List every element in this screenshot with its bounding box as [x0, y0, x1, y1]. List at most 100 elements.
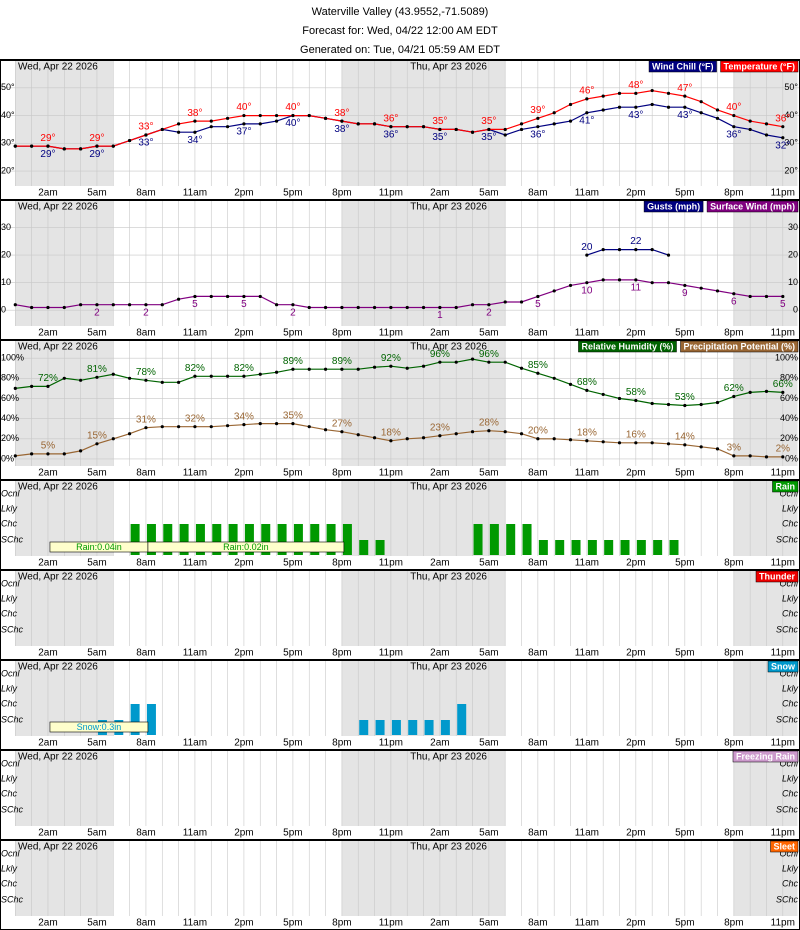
- data-point: [193, 425, 197, 429]
- level-label-right: SChc: [776, 714, 799, 724]
- data-point: [274, 119, 279, 123]
- data-point: [732, 125, 736, 129]
- date-label: Thu, Apr 23 2026: [410, 202, 487, 213]
- value-label: 92%: [381, 353, 401, 364]
- y-tick-label-right: 20: [788, 249, 798, 259]
- value-label: 34°: [187, 135, 202, 146]
- data-point: [454, 360, 458, 364]
- data-point: [258, 113, 262, 118]
- x-tick-label: 8pm: [724, 828, 743, 839]
- data-point: [519, 127, 524, 132]
- bar: [457, 704, 467, 735]
- data-point: [536, 371, 540, 375]
- data-point: [225, 125, 230, 129]
- data-point: [748, 127, 752, 132]
- data-point: [699, 111, 703, 115]
- level-label: Ocnl: [1, 848, 21, 858]
- data-point: [144, 378, 148, 382]
- value-label: 39°: [530, 105, 545, 116]
- x-tick-label: 5pm: [283, 828, 302, 839]
- legend-label: Relative Humidity (%): [581, 341, 673, 351]
- value-label: 81%: [87, 364, 107, 375]
- x-tick-label: 8pm: [724, 918, 743, 929]
- bar: [342, 524, 352, 555]
- x-tick-label: 2pm: [626, 648, 645, 659]
- data-point: [601, 248, 605, 252]
- data-point: [193, 374, 197, 378]
- value-label: 2: [143, 307, 149, 318]
- bar: [669, 540, 679, 555]
- data-point: [601, 108, 605, 112]
- data-point: [193, 119, 197, 123]
- legend-label: Snow: [771, 661, 796, 671]
- level-label: Lkly: [1, 773, 18, 783]
- x-tick-label: 11am: [575, 738, 599, 749]
- value-label: 78%: [136, 367, 156, 378]
- bar: [261, 524, 271, 555]
- level-label-right: Lkly: [782, 503, 799, 513]
- series-line: [586, 249, 669, 256]
- x-tick-label: 5am: [87, 828, 106, 839]
- x-tick-label: 8am: [136, 558, 155, 569]
- y-tick-label: 40%: [1, 413, 19, 423]
- data-point: [46, 452, 50, 456]
- x-tick-label: 8am: [136, 188, 155, 199]
- data-point: [405, 437, 409, 441]
- data-point: [356, 367, 360, 371]
- y-tick-label-right: 30°: [784, 138, 798, 148]
- data-point: [79, 378, 83, 382]
- x-tick-label: 8am: [528, 648, 547, 659]
- x-tick-label: 2pm: [234, 648, 253, 659]
- data-point: [242, 113, 246, 118]
- x-tick-label: 2am: [38, 828, 57, 839]
- x-tick-label: 2am: [38, 738, 57, 749]
- data-point: [177, 425, 181, 429]
- level-label: Ocnl: [1, 668, 21, 678]
- data-point: [585, 439, 589, 443]
- value-label: 10: [581, 285, 593, 296]
- data-point: [160, 303, 164, 307]
- data-point: [781, 294, 785, 299]
- data-point: [438, 127, 442, 132]
- bar: [244, 524, 254, 555]
- data-point: [225, 294, 230, 299]
- bar: [636, 540, 646, 555]
- data-point: [634, 441, 638, 445]
- data-point: [438, 360, 442, 364]
- level-label: Chc: [1, 698, 18, 708]
- data-point: [307, 425, 311, 429]
- data-point: [650, 441, 654, 445]
- value-label: 31%: [136, 414, 156, 425]
- level-label: Chc: [1, 878, 18, 888]
- date-label: Thu, Apr 23 2026: [410, 662, 487, 673]
- value-label: 40°: [726, 102, 741, 113]
- data-point: [552, 437, 556, 441]
- legend-label: Temperature (°F): [724, 61, 795, 71]
- accumulation-label: Snow:0.3in: [77, 722, 122, 732]
- x-tick-label: 5pm: [283, 328, 302, 339]
- level-label: SChc: [1, 534, 24, 544]
- x-tick-label: 11pm: [379, 468, 403, 479]
- y-tick-label-right: 50°: [784, 82, 798, 92]
- data-point: [666, 91, 671, 95]
- y-tick-label-right: 20%: [780, 433, 798, 443]
- x-tick-label: 11am: [183, 558, 207, 569]
- x-tick-label: 8pm: [332, 468, 351, 479]
- x-tick-label: 5am: [479, 328, 498, 339]
- data-point: [111, 144, 115, 148]
- data-point: [274, 113, 279, 118]
- value-label: 5: [780, 299, 786, 310]
- y-tick-label-right: 60%: [780, 393, 798, 403]
- value-label: 46°: [579, 86, 594, 97]
- x-tick-label: 2pm: [234, 738, 253, 749]
- data-point: [242, 423, 246, 427]
- data-point: [274, 303, 279, 307]
- data-point: [389, 364, 393, 368]
- value-label: 5: [192, 299, 198, 310]
- data-point: [421, 305, 426, 310]
- x-tick-label: 2am: [38, 328, 57, 339]
- x-tick-label: 11am: [575, 468, 599, 479]
- title: Waterville Valley (43.9552,-71.5089): [312, 6, 489, 18]
- value-label: 89%: [332, 356, 352, 367]
- data-point: [552, 376, 556, 380]
